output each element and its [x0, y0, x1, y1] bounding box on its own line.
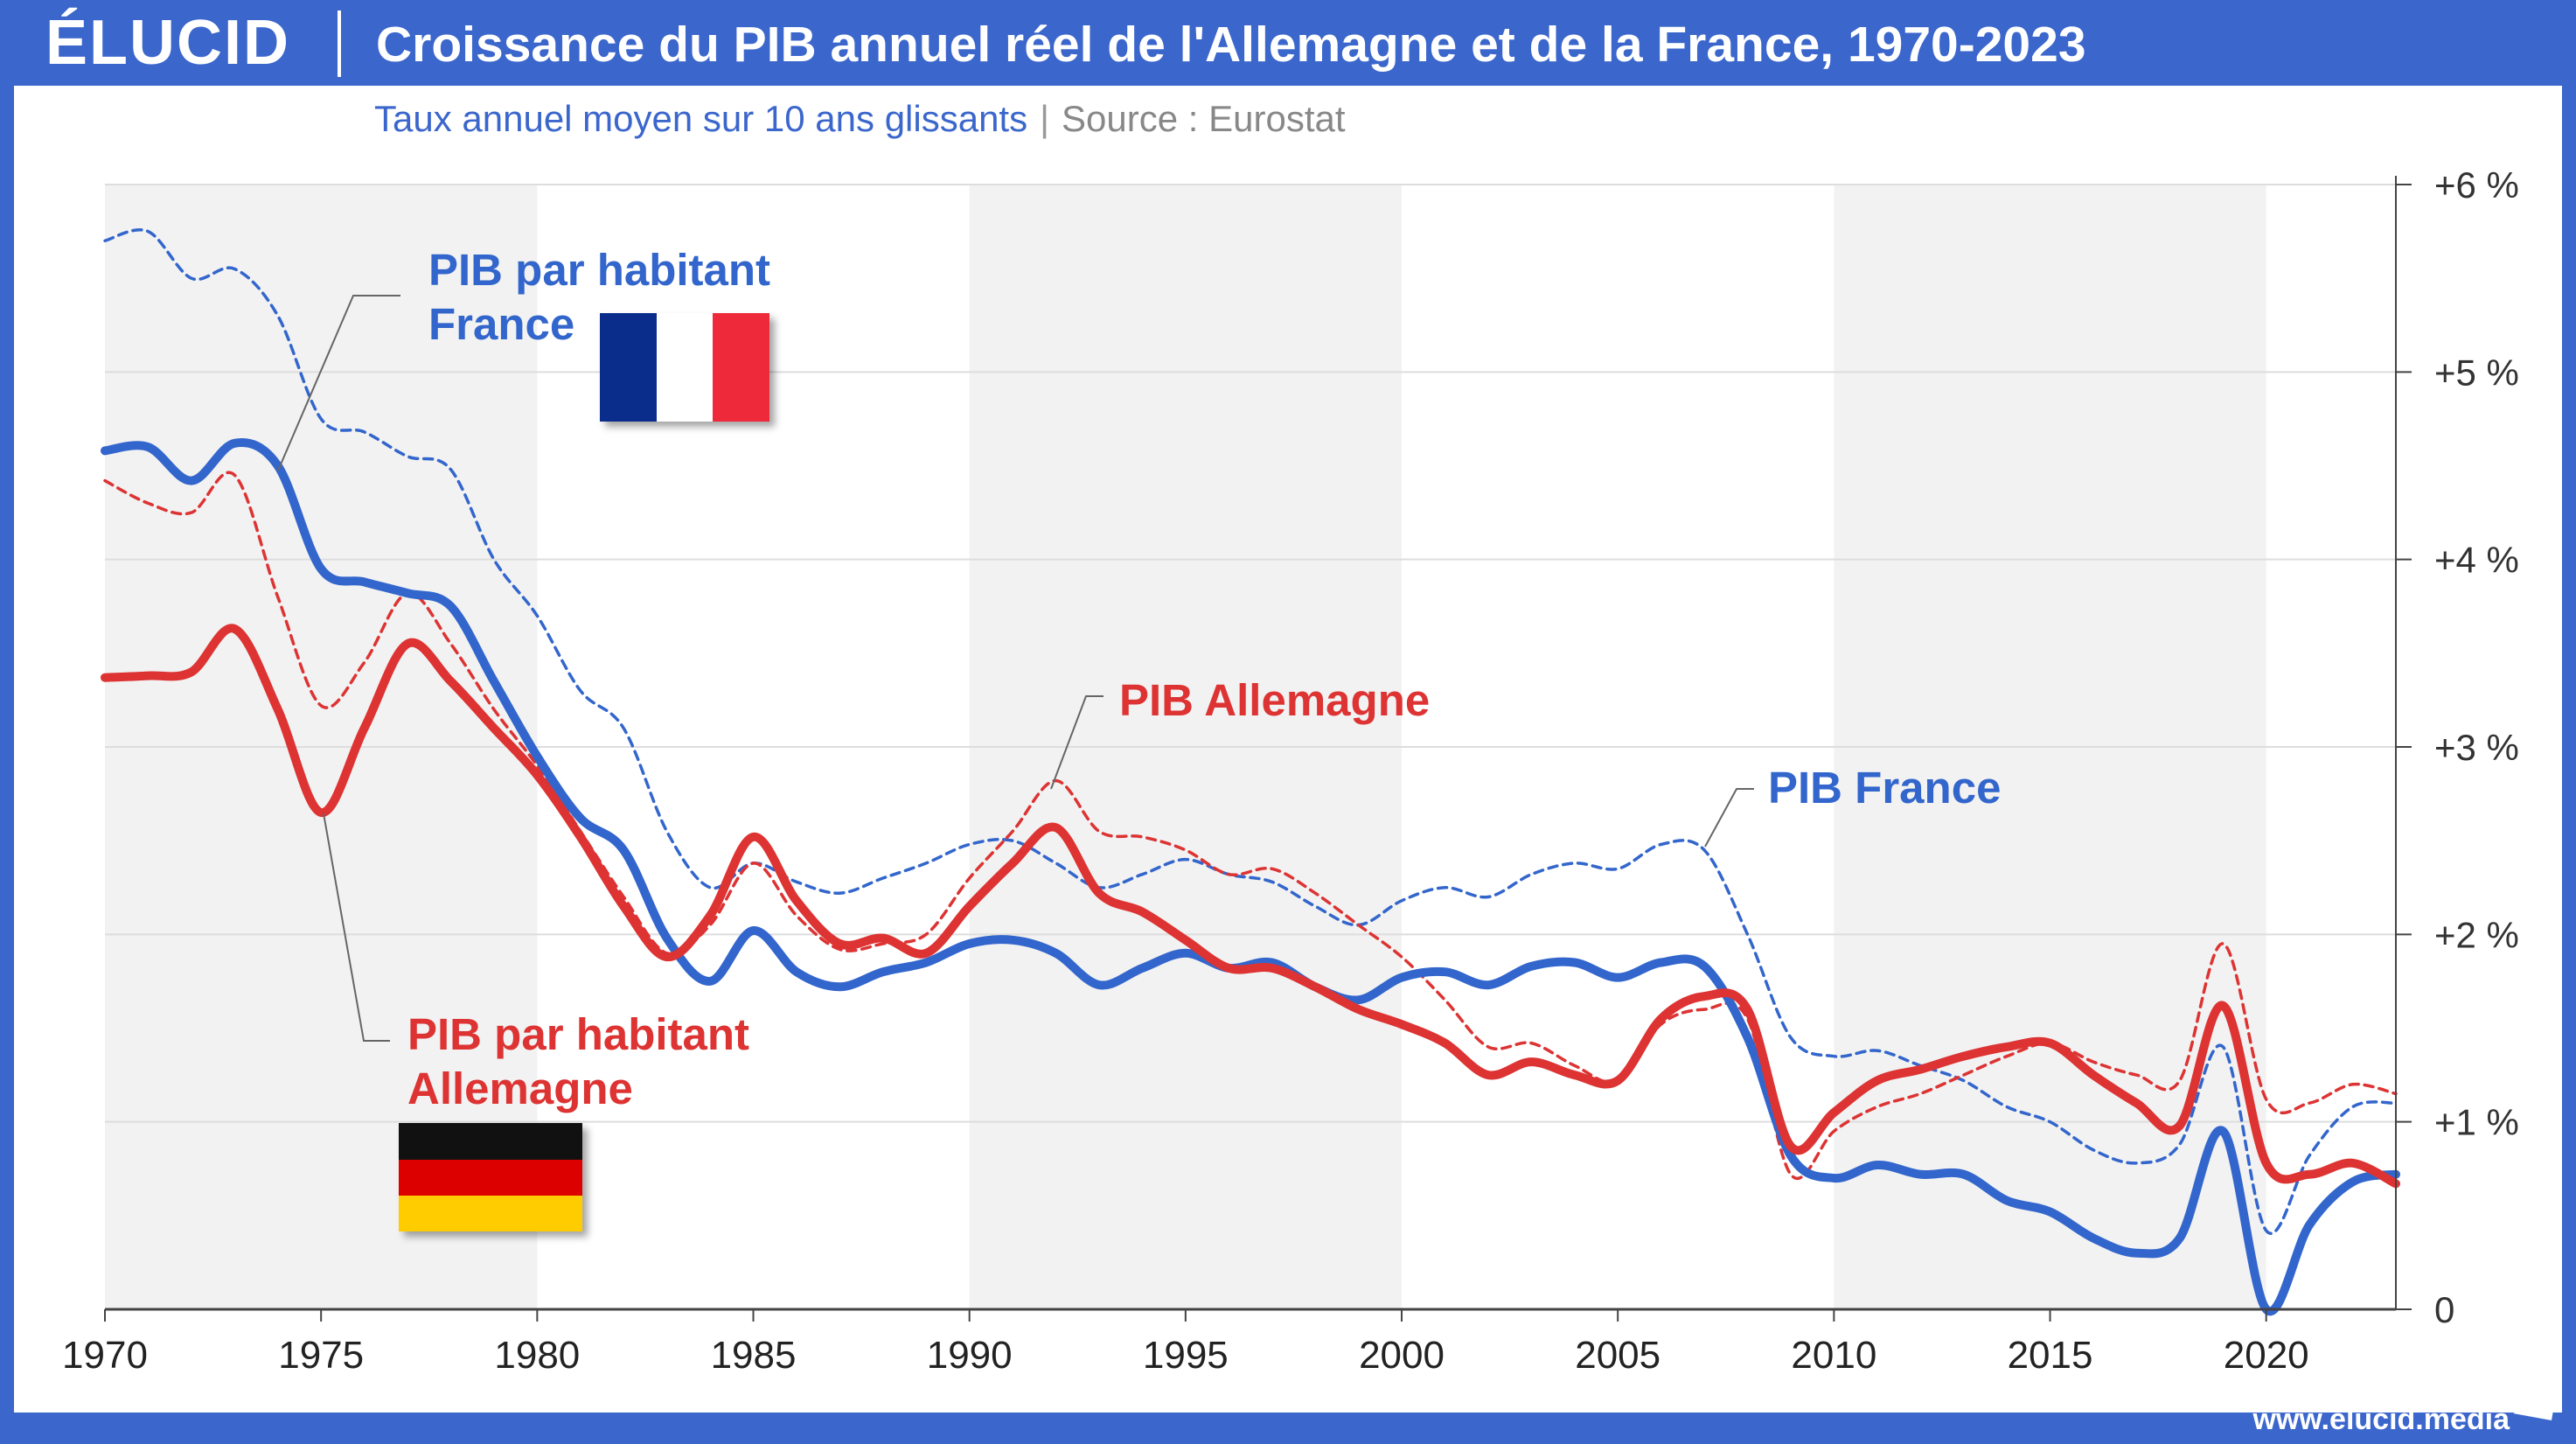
annotations: PIB par habitant France PIB Allemagne PIB… — [277, 245, 2001, 1113]
subtitle: Taux annuel moyen sur 10 ans glissants | S… — [374, 98, 1346, 140]
label-pib-hab-de-line2: Allemagne — [407, 1064, 633, 1113]
logo-separator — [338, 10, 341, 77]
axes: +6 % +5 % +4 % +3 % +2 % +1 % 0 1970 1975 1980 198… — [62, 164, 2519, 1377]
y-tick-label: 0 — [2434, 1289, 2454, 1330]
source-text: Source : Eurostat — [1062, 98, 1346, 139]
x-tick-label: 1985 — [711, 1334, 797, 1377]
grid-lines — [105, 184, 2396, 1123]
germany-flag — [399, 1123, 582, 1231]
label-pib-de: PIB Allemagne — [1119, 675, 1430, 725]
y-tick-label: +1 % — [2434, 1102, 2519, 1143]
series-line-pib-france — [103, 228, 2398, 1235]
footer-url[interactable]: www.elucid.media — [2252, 1403, 2510, 1436]
subtitle-separator: | — [1040, 98, 1050, 139]
x-tick-label: 2005 — [1575, 1334, 1660, 1377]
label-pib-hab-fr-line1: PIB par habitant — [428, 245, 770, 295]
label-pib-fr: PIB France — [1768, 763, 2001, 813]
chart-title: Croissance du PIB annuel réel de l'Allem… — [376, 17, 2086, 73]
label-pib-hab-de-line1: PIB par habitant — [407, 1009, 749, 1059]
leader-pib-de — [1050, 695, 1104, 790]
y-tick-label: +2 % — [2434, 914, 2519, 955]
series-line-pib-allemagne — [103, 471, 2398, 1180]
series-line-pib-par-habitant-allemagne — [101, 624, 2400, 1189]
x-tick-label: 2010 — [1791, 1334, 1876, 1377]
elucid-mark-icon — [2513, 1391, 2557, 1420]
y-tick-label: +4 % — [2434, 540, 2519, 581]
x-tick-label: 1975 — [278, 1334, 364, 1377]
x-tick-label: 1995 — [1143, 1334, 1229, 1377]
label-pib-hab-fr: PIB par habitant France — [428, 245, 770, 349]
france-flag — [600, 313, 769, 422]
x-tick-label: 2020 — [2224, 1334, 2309, 1377]
series-line-pib-par-habitant-france — [101, 438, 2400, 1316]
y-tick-label: +5 % — [2434, 352, 2519, 393]
leader-pib-hab-fr — [277, 295, 400, 471]
x-tick-label: 1980 — [494, 1334, 580, 1377]
leader-pib-hab-de — [323, 813, 390, 1042]
y-tick-label: +3 % — [2434, 727, 2519, 768]
subtitle-text: Taux annuel moyen sur 10 ans glissants — [374, 98, 1028, 139]
x-tick-label: 1970 — [62, 1334, 148, 1377]
elucid-logo: ÉLUCID — [45, 8, 290, 78]
leader-pib-fr — [1704, 788, 1754, 848]
y-tick-label: +6 % — [2434, 164, 2519, 206]
x-tick-label: 1990 — [927, 1334, 1013, 1377]
label-pib-hab-de: PIB par habitant Allemagne — [407, 1009, 749, 1113]
header-bar: ÉLUCID Croissance du PIB annuel réel de … — [0, 0, 2576, 84]
x-tick-label: 2000 — [1359, 1334, 1445, 1377]
series-lines — [101, 228, 2400, 1316]
label-pib-hab-fr-line2: France — [428, 299, 574, 349]
x-tick-label: 2015 — [2008, 1334, 2093, 1377]
